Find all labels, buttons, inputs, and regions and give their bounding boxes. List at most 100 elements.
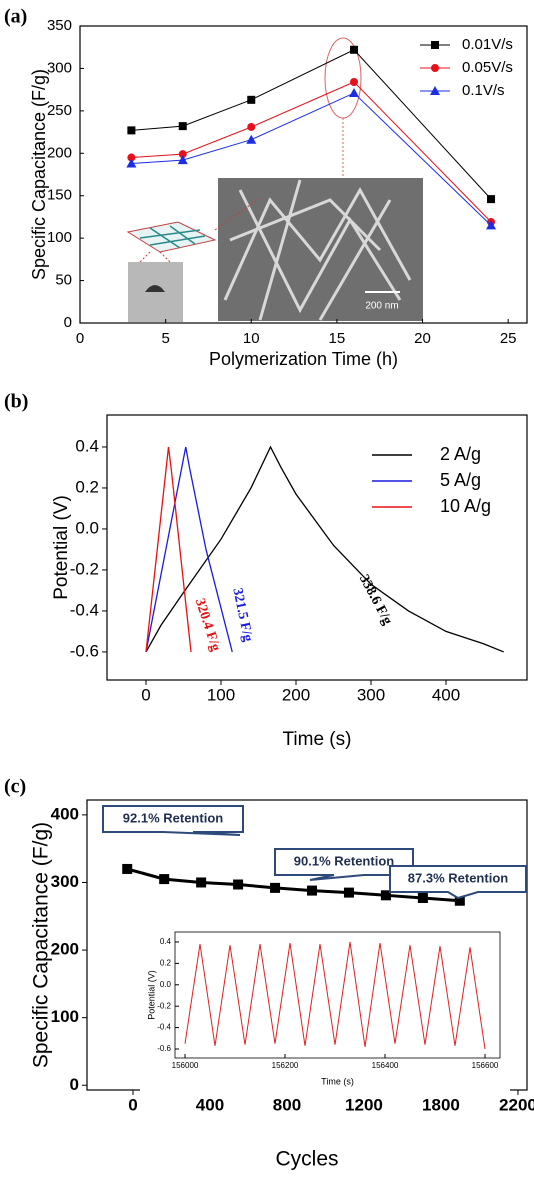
marker xyxy=(349,88,360,98)
plot-frame xyxy=(174,931,501,1059)
y-tick-label: 250 xyxy=(47,102,72,119)
y-tick-label: 0.2 xyxy=(160,958,172,967)
y-tick-label: -0.4 xyxy=(157,1023,171,1032)
legend-label: 10 A/g xyxy=(440,496,491,516)
marker xyxy=(127,153,136,162)
x-tick-label: 0 xyxy=(128,1095,137,1114)
connector xyxy=(214,197,261,231)
x-tick-label: 25 xyxy=(500,330,517,347)
panel-label: (c) xyxy=(4,776,26,798)
x-tick-label: 10 xyxy=(243,330,260,347)
y-tick-label: -0.2 xyxy=(157,1001,171,1010)
x-tick-label: 15 xyxy=(329,330,346,347)
x-tick-label: 400 xyxy=(432,685,460,704)
panel-label: (a) xyxy=(4,6,27,28)
marker xyxy=(487,195,496,204)
marker xyxy=(270,882,281,893)
marker xyxy=(247,95,256,104)
marker xyxy=(126,158,137,168)
x-tick-label: 156200 xyxy=(272,1061,299,1070)
y-axis-label: Specific Capacitance (F/g) xyxy=(30,822,53,1068)
scale-bar-label: 200 nm xyxy=(365,301,398,312)
series-line xyxy=(126,867,460,903)
callout xyxy=(274,848,414,881)
annotation: 92.1% Retention xyxy=(123,810,223,825)
marker xyxy=(343,887,354,898)
x-tick-label: 300 xyxy=(357,685,385,704)
y-tick-label: -0.6 xyxy=(70,641,99,660)
y-tick-label: 50 xyxy=(55,272,72,289)
plot-frame xyxy=(79,25,528,324)
marker xyxy=(350,45,359,54)
marker xyxy=(233,879,244,890)
y-axis-label: Specific Capacitance (F/g) xyxy=(29,69,49,280)
y-tick-label: -0.4 xyxy=(70,600,99,619)
legend-marker xyxy=(431,64,439,72)
marker xyxy=(196,877,207,888)
y-tick-label: 100 xyxy=(51,1007,79,1026)
legend-label: 5 A/g xyxy=(440,470,481,490)
x-tick-label: 0 xyxy=(141,685,150,704)
legend-marker xyxy=(431,41,439,49)
connector xyxy=(159,251,171,263)
schematic-mesh xyxy=(139,225,206,249)
x-tick-label: 100 xyxy=(207,685,235,704)
x-tick-label: 800 xyxy=(273,1095,301,1114)
y-tick-label: 0.4 xyxy=(160,937,172,946)
legend-label: 0.05V/s xyxy=(462,59,513,76)
x-tick-label: 156600 xyxy=(472,1061,499,1070)
legend-label: 0.1V/s xyxy=(462,82,505,99)
annotation: 87.3% Retention xyxy=(408,870,508,885)
y-tick-label: 0.0 xyxy=(160,980,172,989)
annotation: 320.4 F/g xyxy=(192,597,223,653)
marker xyxy=(177,155,188,165)
marker xyxy=(178,150,187,159)
x-tick-label: 0 xyxy=(76,330,84,347)
y-tick-label: 300 xyxy=(47,59,72,76)
marker xyxy=(247,122,256,131)
droplet xyxy=(145,285,165,292)
marker xyxy=(307,885,318,896)
callout xyxy=(102,805,244,836)
y-axis-label: Potential (V) xyxy=(51,495,72,600)
x-axis-label: Time (s) xyxy=(283,729,352,750)
x-tick-label: 156000 xyxy=(172,1061,199,1070)
y-tick-label: 0.0 xyxy=(75,518,99,537)
panel-label: (b) xyxy=(4,391,28,413)
legend-label: 0.01V/s xyxy=(462,36,513,53)
marker xyxy=(127,126,136,135)
marker xyxy=(454,895,465,906)
y-tick-label: 0 xyxy=(70,1075,79,1094)
x-axis-label: Polymerization Time (h) xyxy=(209,349,398,369)
callout xyxy=(389,865,527,900)
x-tick-label: 2200 xyxy=(499,1095,534,1114)
x-tick-label: 200 xyxy=(282,685,310,704)
annotation: 338.6 F/g xyxy=(356,572,395,627)
marker xyxy=(350,78,359,87)
marker xyxy=(417,893,428,904)
y-tick-label: -0.6 xyxy=(157,1044,171,1053)
x-tick-label: 20 xyxy=(414,330,431,347)
x-axis-label: Time (s) xyxy=(321,1076,354,1086)
inset-background xyxy=(140,920,510,1095)
y-tick-label: 0.4 xyxy=(75,436,99,455)
plot-frame xyxy=(106,414,528,681)
sem-inset xyxy=(126,37,423,322)
legend-label: 2 A/g xyxy=(440,444,481,464)
x-tick-label: 5 xyxy=(161,330,169,347)
x-tick-label: 156400 xyxy=(372,1061,399,1070)
y-tick-label: 100 xyxy=(47,229,72,246)
annotation: 321.5 F/g xyxy=(229,587,255,643)
y-tick-label: -0.2 xyxy=(70,559,99,578)
y-tick-label: 200 xyxy=(51,940,79,959)
x-tick-label: 400 xyxy=(196,1095,224,1114)
y-tick-label: 0 xyxy=(64,314,72,331)
series-line xyxy=(184,941,486,1050)
series-line xyxy=(145,446,192,652)
y-tick-label: 400 xyxy=(51,804,79,823)
marker xyxy=(380,890,391,901)
series-line xyxy=(145,445,504,653)
x-tick-label: 1800 xyxy=(422,1095,460,1114)
marker xyxy=(178,122,187,131)
